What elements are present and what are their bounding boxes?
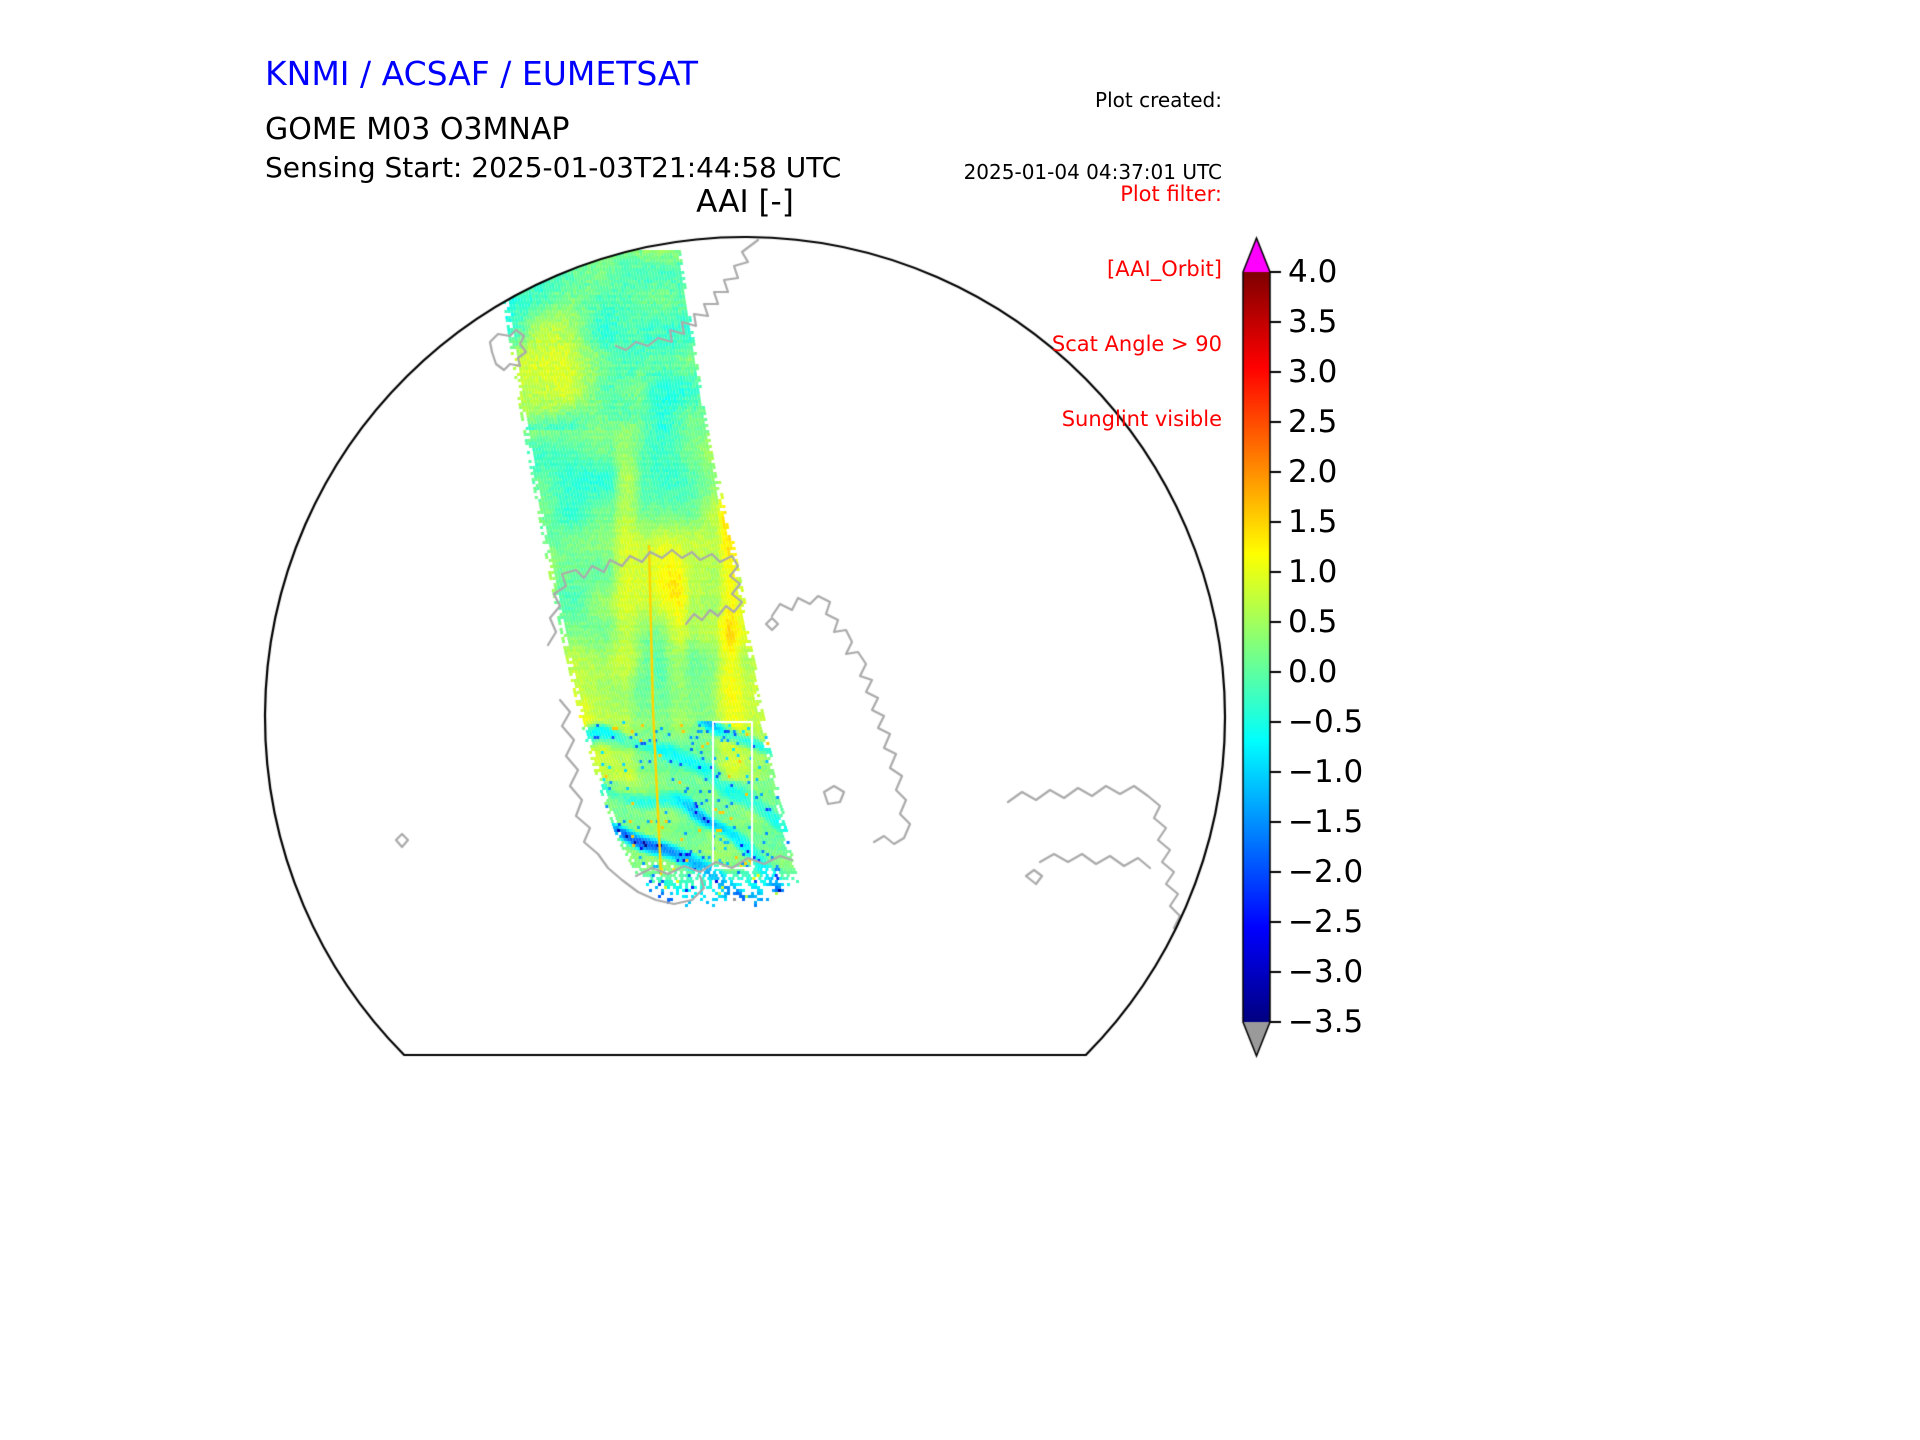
colorbar-tick-label: 1.5 <box>1288 504 1338 540</box>
plot-title: AAI [-] <box>696 184 794 220</box>
colorbar-tick-label: −1.5 <box>1288 804 1364 840</box>
plot-filter-line: [AAI_Orbit] <box>1107 257 1222 281</box>
product-title: GOME M03 O3MNAP <box>265 112 570 147</box>
plot-created-label: Plot created: <box>1095 88 1222 112</box>
colorbar-tick-label: 0.0 <box>1288 654 1338 690</box>
colorbar-tick-label: 4.0 <box>1288 254 1338 290</box>
plot-filter-block: Plot filter: [AAI_Orbit] Scat Angle > 90… <box>950 132 1222 482</box>
colorbar-tick-label: −3.0 <box>1288 954 1364 990</box>
plot-filter-line: Sunglint visible <box>1061 407 1222 431</box>
colorbar-tick-label: 1.0 <box>1288 554 1338 590</box>
colorbar-tick-label: −0.5 <box>1288 704 1364 740</box>
colorbar-tick-label: 2.0 <box>1288 454 1338 490</box>
plot-created-block: Plot created: 2025-01-04 04:37:01 UTC <box>950 40 1222 232</box>
colorbar-tick-label: −1.0 <box>1288 754 1364 790</box>
colorbar-tick-label: 2.5 <box>1288 404 1338 440</box>
brand-title: KNMI / ACSAF / EUMETSAT <box>265 54 699 93</box>
plot-created-value: 2025-01-04 04:37:01 UTC <box>963 160 1222 184</box>
colorbar-tick-label: 3.0 <box>1288 354 1338 390</box>
colorbar-tick-label: −2.5 <box>1288 904 1364 940</box>
colorbar-tick-label: −3.5 <box>1288 1004 1364 1040</box>
plot-filter-line: Plot filter: <box>1120 182 1222 206</box>
sensing-start: Sensing Start: 2025-01-03T21:44:58 UTC <box>265 151 842 184</box>
plot-filter-line: Scat Angle > 90 <box>1051 332 1222 356</box>
colorbar-tick-label: −2.0 <box>1288 854 1364 890</box>
colorbar-tick-label: 3.5 <box>1288 304 1338 340</box>
colorbar-tick-label: 0.5 <box>1288 604 1338 640</box>
